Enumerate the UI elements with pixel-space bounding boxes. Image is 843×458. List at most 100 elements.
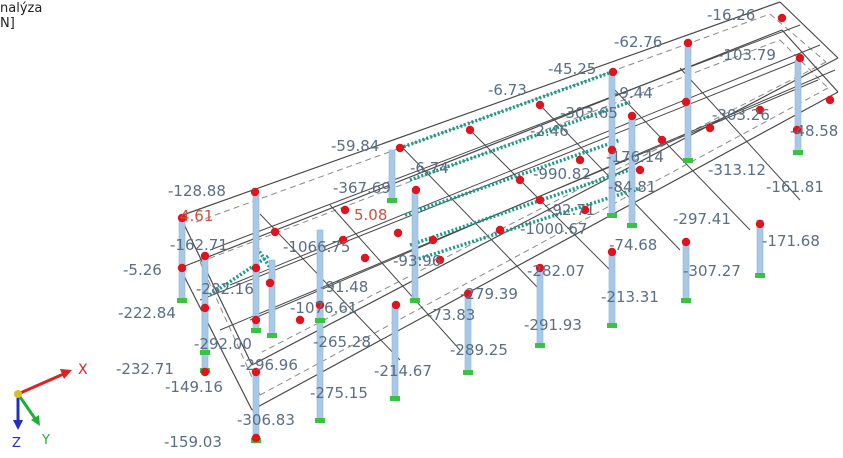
force-value-label: 4.61 bbox=[180, 207, 213, 225]
node-point bbox=[391, 300, 401, 310]
force-value-label: -279.39 bbox=[460, 285, 518, 303]
node-point bbox=[535, 263, 545, 273]
node-point bbox=[295, 315, 305, 325]
force-value-label: -59.84 bbox=[331, 137, 379, 155]
force-value-label: -74.68 bbox=[609, 236, 657, 254]
dashed-edge bbox=[199, 261, 261, 396]
dashed-edge bbox=[261, 61, 827, 353]
dashed-edge bbox=[769, 13, 827, 63]
inner-dashed-outline bbox=[195, 13, 829, 396]
support-base bbox=[315, 318, 325, 323]
node-point bbox=[411, 185, 421, 195]
node-point bbox=[360, 253, 370, 263]
node-point bbox=[177, 263, 187, 273]
force-value-label: -282.07 bbox=[527, 262, 585, 280]
force-value-label: -16.26 bbox=[707, 6, 755, 24]
frame-member bbox=[609, 84, 751, 231]
frame-member bbox=[229, 44, 821, 286]
y-axis-arrow bbox=[31, 415, 40, 426]
z-axis-arrow bbox=[13, 420, 23, 430]
support-base bbox=[607, 323, 617, 328]
frame-member bbox=[329, 204, 461, 351]
support-base bbox=[681, 298, 691, 303]
force-value-label: -162.71 bbox=[170, 236, 228, 254]
node-point bbox=[465, 125, 475, 135]
node-point bbox=[681, 237, 691, 247]
support-base bbox=[177, 298, 187, 303]
force-value-label: -313.12 bbox=[708, 161, 766, 179]
z-axis-label: Z bbox=[12, 436, 21, 451]
frame-edge bbox=[251, 57, 839, 366]
node-point bbox=[315, 300, 325, 310]
node-point bbox=[200, 367, 210, 377]
force-value-label: -149.16 bbox=[165, 378, 223, 396]
frame-edge bbox=[179, 29, 783, 269]
force-value-label: -990.82 bbox=[533, 165, 591, 183]
node-point bbox=[755, 105, 765, 115]
hatched-beam bbox=[404, 138, 621, 217]
support-base bbox=[410, 298, 420, 303]
force-value-label: -91.48 bbox=[320, 278, 368, 296]
columns bbox=[178, 44, 802, 441]
frame-edge bbox=[179, 267, 253, 411]
frame-edge bbox=[251, 91, 839, 411]
support-base bbox=[390, 396, 400, 401]
x-axis-label: X bbox=[78, 362, 88, 378]
node-point bbox=[535, 195, 545, 205]
column bbox=[391, 304, 399, 399]
hatched-beam bbox=[209, 253, 271, 297]
node-point bbox=[683, 38, 693, 48]
force-value-label: -213.31 bbox=[601, 288, 659, 306]
node-point bbox=[250, 187, 260, 197]
hatched-beam bbox=[414, 186, 641, 262]
support-base bbox=[683, 158, 693, 163]
hatched-beam bbox=[399, 70, 613, 150]
node-point bbox=[251, 433, 261, 443]
node-point bbox=[575, 155, 585, 165]
node-point bbox=[608, 67, 618, 77]
node-point bbox=[177, 213, 187, 223]
force-labels: -16.26 -62.76 -103.79 -45.25 -6.73 -9.44 -303.… bbox=[116, 6, 838, 451]
frame-member bbox=[199, 59, 801, 301]
force-value-label: -45.25 bbox=[548, 60, 596, 78]
column bbox=[411, 189, 419, 301]
frame-member bbox=[259, 213, 401, 361]
frame-edge bbox=[179, 215, 253, 366]
force-value-label: -128.88 bbox=[168, 182, 226, 200]
node-point bbox=[580, 205, 590, 215]
node-point bbox=[265, 278, 275, 288]
force-value-label: -265.28 bbox=[313, 333, 371, 351]
column bbox=[268, 259, 276, 336]
force-value-label: -48.58 bbox=[790, 122, 838, 140]
column bbox=[178, 217, 186, 301]
support-base bbox=[607, 213, 617, 218]
force-value-label: -222.84 bbox=[118, 304, 176, 322]
node-point bbox=[607, 145, 617, 155]
axis-triad: X Y Z bbox=[12, 362, 88, 451]
node-point bbox=[435, 255, 445, 265]
force-value-label: -1076.61 bbox=[290, 299, 357, 317]
frame-edge bbox=[779, 1, 839, 59]
force-value-label: -73.83 bbox=[427, 306, 475, 324]
node-point bbox=[792, 125, 802, 135]
node-point bbox=[607, 247, 617, 257]
dashed-edge bbox=[259, 87, 829, 396]
support-base bbox=[387, 198, 397, 203]
force-value-label: -367.69 bbox=[333, 179, 391, 197]
node-point bbox=[395, 143, 405, 153]
force-value-label: -291.93 bbox=[524, 316, 582, 334]
support-base bbox=[267, 333, 277, 338]
node-point bbox=[428, 235, 438, 245]
force-value-label: -303.65 bbox=[560, 104, 618, 122]
axis-origin bbox=[14, 390, 22, 398]
force-value-label: -9.44 bbox=[614, 84, 653, 102]
dashed-edge bbox=[779, 39, 829, 89]
node-point bbox=[681, 97, 691, 107]
hatched-beams bbox=[209, 70, 641, 297]
node-point bbox=[635, 165, 645, 175]
force-value-label: -103.79 bbox=[718, 46, 776, 64]
frame-member bbox=[249, 69, 836, 321]
node-point bbox=[825, 95, 835, 105]
